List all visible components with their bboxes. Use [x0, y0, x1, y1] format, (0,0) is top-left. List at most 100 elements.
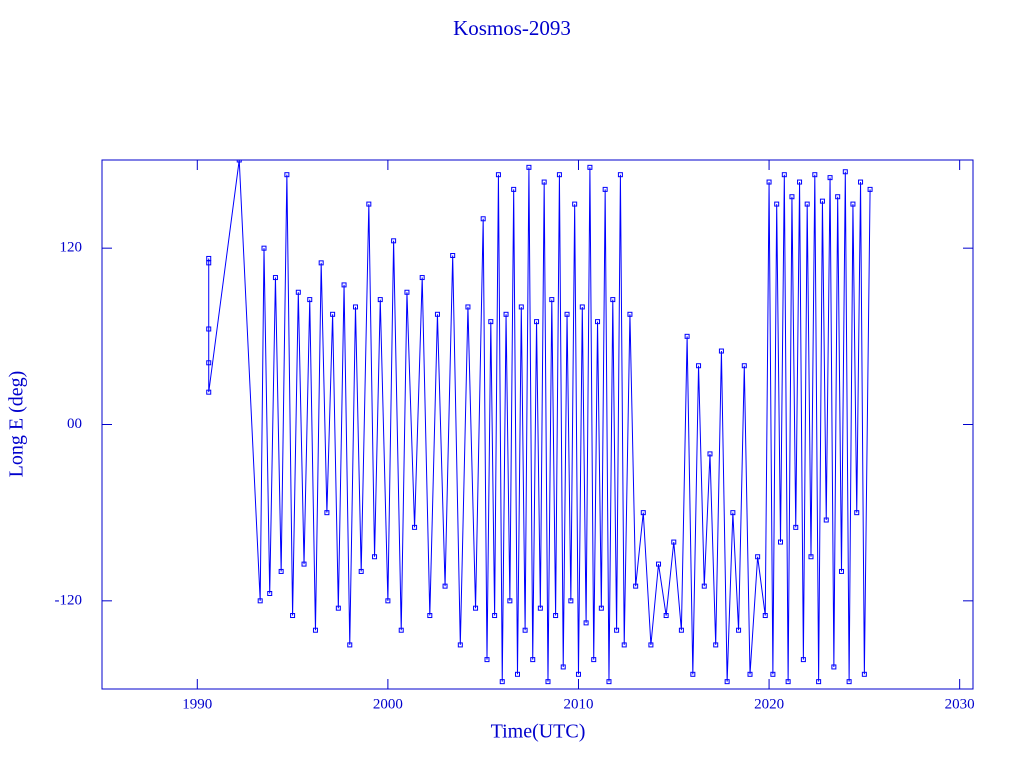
data-point	[284, 172, 290, 178]
data-point	[366, 201, 372, 207]
data-point	[797, 179, 803, 185]
data-point	[730, 510, 736, 516]
data-point	[678, 627, 684, 633]
data-point	[511, 186, 517, 192]
data-point	[450, 253, 456, 259]
data-point	[736, 627, 742, 633]
data-point	[633, 583, 639, 589]
data-point	[507, 598, 513, 604]
data-point	[583, 620, 589, 626]
data-point	[858, 179, 864, 185]
data-point	[846, 679, 852, 685]
data-point	[701, 583, 707, 589]
data-point	[514, 671, 520, 677]
x-tick-label: 1990	[182, 696, 212, 712]
data-point	[696, 363, 702, 369]
data-point	[812, 172, 818, 178]
data-point	[442, 583, 448, 589]
data-point	[656, 561, 662, 567]
data-point	[572, 201, 578, 207]
data-point	[553, 613, 559, 619]
data-point	[741, 363, 747, 369]
data-point	[640, 510, 646, 516]
data-point	[295, 289, 301, 295]
data-point	[835, 194, 841, 200]
data-point	[503, 311, 509, 317]
data-point	[318, 260, 324, 266]
data-point	[861, 671, 867, 677]
data-point	[785, 679, 791, 685]
data-point	[614, 627, 620, 633]
data-point	[499, 679, 505, 685]
data-point	[595, 319, 601, 325]
data-point	[819, 198, 825, 204]
data-point	[473, 605, 479, 611]
data-point	[404, 289, 410, 295]
data-point	[391, 238, 397, 244]
data-point	[534, 319, 540, 325]
data-point	[854, 510, 860, 516]
data-point	[545, 679, 551, 685]
plot-area	[206, 160, 873, 685]
data-point	[324, 510, 330, 516]
data-point	[617, 172, 623, 178]
data-point	[762, 613, 768, 619]
data-point	[541, 179, 547, 185]
data-point	[793, 524, 799, 530]
y-tick-label: -120	[55, 592, 83, 608]
data-point	[419, 275, 425, 281]
data-point	[206, 260, 212, 266]
data-point	[526, 164, 532, 170]
data-point	[707, 451, 713, 457]
data-point	[781, 172, 787, 178]
data-point	[427, 613, 433, 619]
data-point	[377, 297, 383, 303]
data-point	[718, 348, 724, 354]
data-point	[358, 568, 364, 574]
data-point	[789, 194, 795, 200]
data-point	[347, 642, 353, 648]
x-tick-label: 2020	[754, 696, 784, 712]
data-point	[621, 642, 627, 648]
data-point	[272, 275, 278, 281]
data-point	[831, 664, 837, 670]
data-point	[372, 554, 378, 560]
data-point	[465, 304, 471, 310]
data-point	[312, 627, 318, 633]
data-point	[537, 605, 543, 611]
data-point	[522, 627, 528, 633]
data-point	[838, 568, 844, 574]
y-tick-label: 120	[60, 240, 83, 256]
data-point	[398, 627, 404, 633]
data-point	[587, 164, 593, 170]
data-point	[755, 554, 761, 560]
data-point	[850, 201, 856, 207]
data-point	[301, 561, 307, 567]
data-point	[488, 319, 494, 325]
data-point	[774, 201, 780, 207]
data-point	[564, 311, 570, 317]
data-point	[261, 245, 267, 251]
data-point	[560, 664, 566, 670]
data-point	[206, 360, 212, 366]
data-point	[267, 590, 273, 596]
data-point	[610, 297, 616, 303]
data-point	[484, 657, 490, 663]
x-tick-label: 2000	[373, 696, 403, 712]
data-point	[575, 671, 581, 677]
data-line	[208, 160, 871, 682]
data-point	[842, 169, 848, 175]
data-point	[335, 605, 341, 611]
data-point	[591, 657, 597, 663]
data-point	[671, 539, 677, 545]
data-point	[778, 539, 784, 545]
data-point	[690, 671, 696, 677]
data-point	[530, 657, 536, 663]
data-point	[579, 304, 585, 310]
data-point	[602, 186, 608, 192]
data-point	[684, 333, 690, 339]
data-point	[495, 172, 501, 178]
data-point	[823, 517, 829, 523]
chart-title: Kosmos-2093	[453, 16, 571, 40]
data-point	[236, 160, 242, 163]
